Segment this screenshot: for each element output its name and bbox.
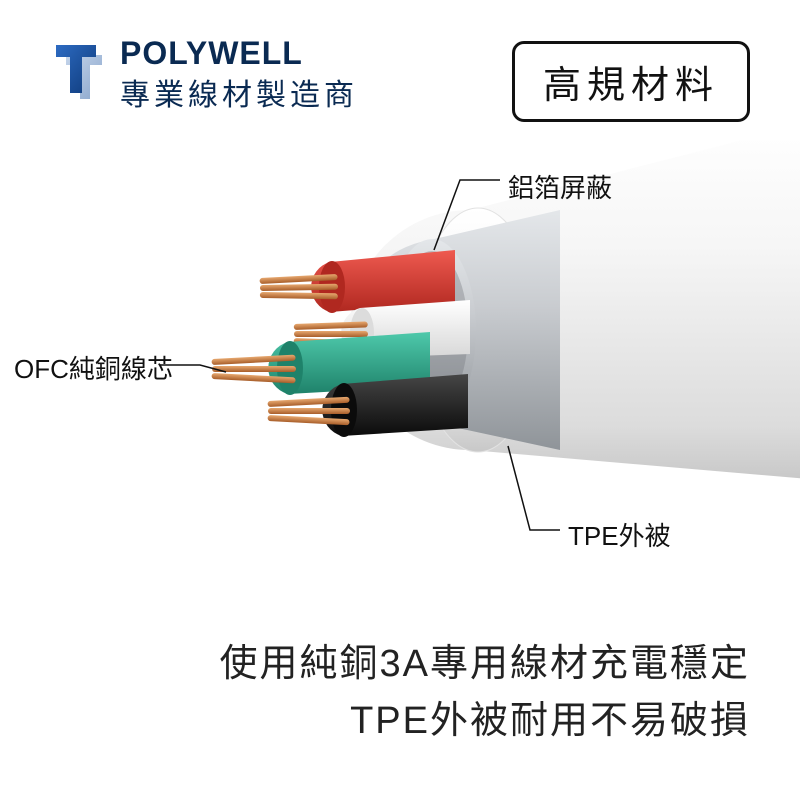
material-badge: 高規材料 [512, 41, 750, 122]
brand-logo-icon [50, 41, 106, 103]
callout-foil-shield: 鋁箔屏蔽 [508, 168, 612, 205]
brand-tagline-zh: 專業線材製造商 [120, 70, 358, 114]
callout-tpe-jacket: TPE外被 [568, 516, 671, 553]
footer-copy: 使用純銅3A專用線材充電穩定 TPE外被耐用不易破損 [220, 636, 750, 750]
footer-line-2: TPE外被耐用不易破損 [220, 693, 750, 750]
callout-copper-core: OFC純銅線芯 [14, 349, 173, 386]
footer-line-1: 使用純銅3A專用線材充電穩定 [220, 636, 750, 693]
logo-block: POLYWELL 專業線材製造商 [50, 35, 358, 114]
brand-text: POLYWELL 專業線材製造商 [120, 35, 358, 114]
header: POLYWELL 專業線材製造商 高規材料 [0, 0, 800, 122]
brand-name-en: POLYWELL [120, 35, 358, 72]
